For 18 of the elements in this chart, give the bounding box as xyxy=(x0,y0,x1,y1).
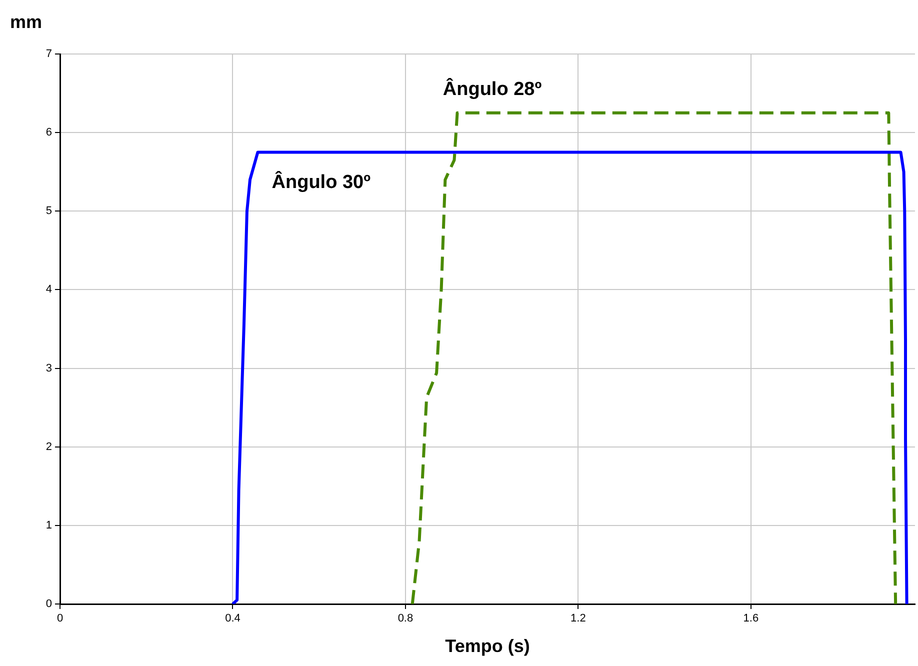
y-tick-label: 4 xyxy=(46,284,52,296)
y-tick-label: 6 xyxy=(46,126,52,139)
x-tick-label: 0.8 xyxy=(398,612,414,625)
series-label: Ângulo 30º xyxy=(272,170,371,194)
y-tick-label: 3 xyxy=(46,362,52,374)
x-axis-title: Tempo (s) xyxy=(445,636,530,656)
x-tick-label: 1.6 xyxy=(743,612,759,625)
x-tick-label: 0.4 xyxy=(225,612,240,625)
y-tick-label: 7 xyxy=(46,48,52,60)
y-axis-title: mm xyxy=(10,12,42,32)
y-tick-label: 0 xyxy=(46,598,52,610)
series-label: Ângulo 28º xyxy=(442,76,542,100)
x-tick-label: 0 xyxy=(56,612,64,625)
y-tick-label: 1 xyxy=(46,519,52,532)
x-tick-label: 1.2 xyxy=(570,612,586,625)
line-series xyxy=(410,111,898,604)
y-tick-label: 5 xyxy=(46,205,52,218)
y-tick-label: 2 xyxy=(46,440,52,453)
